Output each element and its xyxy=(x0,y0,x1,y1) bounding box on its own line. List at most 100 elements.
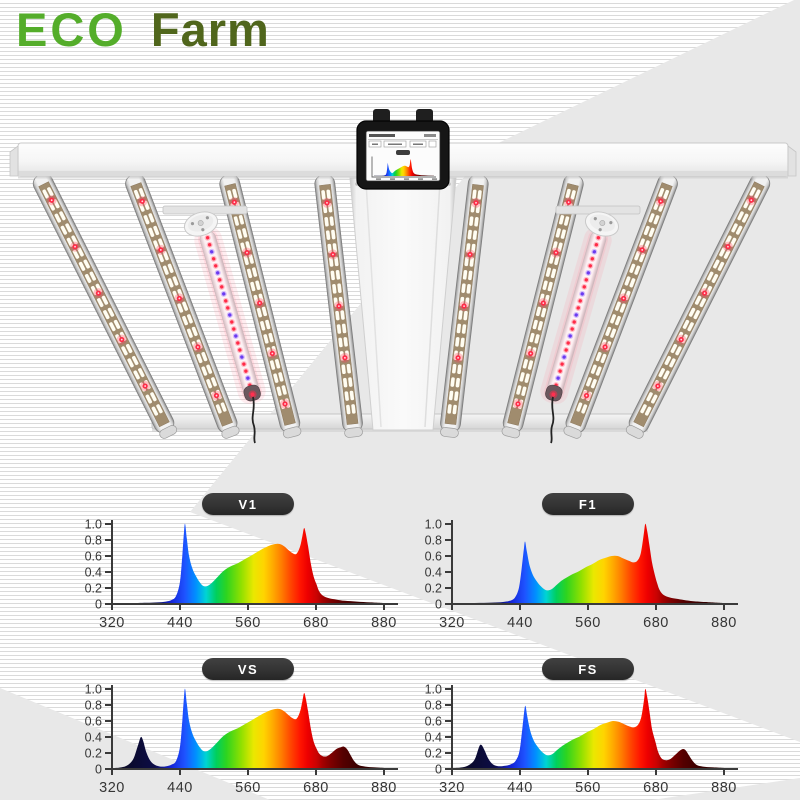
tube-led-purple xyxy=(586,271,590,275)
x-tick-label: 560 xyxy=(575,615,601,631)
led-bar xyxy=(219,174,302,439)
x-tick-label: 880 xyxy=(711,780,737,796)
tube-led-red xyxy=(590,257,595,261)
bar-end-cap xyxy=(159,425,178,439)
y-tick-label: 0.6 xyxy=(85,550,102,564)
grow-light-fixture xyxy=(9,109,797,444)
uv-ir-tube-light xyxy=(162,205,266,444)
tube-led-red xyxy=(584,278,588,282)
x-tick-label: 560 xyxy=(575,780,601,796)
chart-axes xyxy=(110,520,398,605)
chart-canvas-v1: 0 0.2 0.4 0.6 0.8 1.0 320 440 560 680 880 xyxy=(85,518,398,631)
y-tick-label: 0 xyxy=(435,598,442,612)
y-tick-label: 0.2 xyxy=(425,582,442,596)
tube-led-purple xyxy=(234,334,238,338)
beam-end-cap-right xyxy=(787,145,797,177)
bar-end-cap xyxy=(344,427,363,438)
led-bar xyxy=(501,174,584,439)
controller-knob-left xyxy=(373,109,390,124)
chart-axes xyxy=(450,685,738,770)
spectrum-chart-fs: FS 0 0.2 0.4 0.6 0.8 1.0 320 440 560 680 880 xyxy=(397,652,745,800)
tube-led-red xyxy=(242,362,246,366)
uv-ir-tube-light xyxy=(540,205,641,444)
tube-led-red xyxy=(566,341,570,345)
x-tick-label: 440 xyxy=(507,780,533,796)
tube-led-red xyxy=(232,327,236,331)
tube-led-red xyxy=(207,243,212,247)
tube-led-red xyxy=(220,285,224,289)
x-tick-label: 560 xyxy=(235,615,261,631)
y-tick-label: 0.8 xyxy=(85,534,102,548)
screen-field-4 xyxy=(428,140,437,148)
tube-led-red xyxy=(211,257,216,261)
bar-end-cap xyxy=(625,425,644,439)
y-tick-label: 1.0 xyxy=(425,683,442,697)
y-tick-label: 0.4 xyxy=(85,566,102,580)
x-tick-label: 440 xyxy=(167,780,193,796)
led-bars xyxy=(32,173,771,439)
tube-led-red xyxy=(588,264,592,268)
tube-led-purple xyxy=(574,313,578,317)
tube-led-red xyxy=(244,369,248,373)
x-tick-label: 320 xyxy=(439,780,465,796)
x-tick-label: 320 xyxy=(99,615,125,631)
tube-led-red xyxy=(578,299,582,303)
screen-mode-button xyxy=(396,150,410,155)
tube-cable xyxy=(550,396,555,444)
x-tick-label: 560 xyxy=(235,780,261,796)
tube-led-purple xyxy=(228,313,232,317)
screen-header-value xyxy=(424,134,436,137)
chart-axes xyxy=(450,520,738,605)
led-bar xyxy=(563,173,678,439)
tube-led-red xyxy=(226,306,230,310)
y-tick-label: 0.8 xyxy=(425,534,442,548)
tube-led-red xyxy=(594,243,599,247)
y-tick-label: 0.8 xyxy=(425,699,442,713)
y-tick-label: 0 xyxy=(95,763,102,777)
y-tick-label: 0.2 xyxy=(85,747,102,761)
tube-led-purple xyxy=(568,334,572,338)
y-tick-label: 0 xyxy=(95,598,102,612)
tube-led-purple xyxy=(209,250,214,254)
chart-label-pill-fs: FS xyxy=(542,658,634,680)
bar-end-cap xyxy=(282,426,302,439)
tube-led-purple xyxy=(246,376,250,380)
tube-led-purple xyxy=(592,250,597,254)
bar-end-cap xyxy=(501,426,521,439)
tube-led-red xyxy=(236,341,240,345)
y-tick-label: 1.0 xyxy=(85,683,102,697)
x-tick-label: 320 xyxy=(99,780,125,796)
tube-led-purple xyxy=(580,292,584,296)
spectrum-chart-f1: F1 0 0.2 0.4 0.6 0.8 1.0 320 440 560 680 880 xyxy=(397,487,745,639)
y-tick-label: 0.6 xyxy=(425,550,442,564)
y-tick-label: 0.6 xyxy=(425,715,442,729)
screen-chart-ticks xyxy=(376,178,437,180)
tube-led-red xyxy=(582,285,586,289)
y-tick-label: 0.8 xyxy=(85,699,102,713)
tube-led-red xyxy=(572,320,576,324)
chart-canvas-fs: 0 0.2 0.4 0.6 0.8 1.0 320 440 560 680 880 xyxy=(425,683,738,796)
brand-logo-eco: ECO xyxy=(16,3,127,56)
led-bar xyxy=(625,173,771,439)
uv-ir-tubes xyxy=(162,205,641,444)
led-bar xyxy=(314,174,363,438)
chart-label-pill-f1: F1 xyxy=(542,493,634,515)
y-tick-label: 0.2 xyxy=(85,582,102,596)
x-tick-label: 880 xyxy=(371,615,397,631)
tube-led-red xyxy=(564,348,568,352)
tube-cable xyxy=(251,396,256,444)
tube-led-red xyxy=(230,320,234,324)
chart-label-pill-vs: VS xyxy=(202,658,294,680)
tube-led-purple xyxy=(240,355,244,359)
chart-canvas-vs: 0 0.2 0.4 0.6 0.8 1.0 320 440 560 680 880 xyxy=(85,683,398,796)
y-tick-label: 0.4 xyxy=(425,566,442,580)
screen-header-text xyxy=(369,134,395,137)
led-bar xyxy=(440,174,489,438)
tube-led-red xyxy=(205,236,210,240)
x-tick-label: 440 xyxy=(507,615,533,631)
y-tick-label: 0 xyxy=(435,763,442,777)
spectrum-curve xyxy=(452,688,724,769)
spectrum-chart-v1: V1 0 0.2 0.4 0.6 0.8 1.0 320 440 560 680 880 xyxy=(57,487,405,639)
tube-led-red xyxy=(576,306,580,310)
